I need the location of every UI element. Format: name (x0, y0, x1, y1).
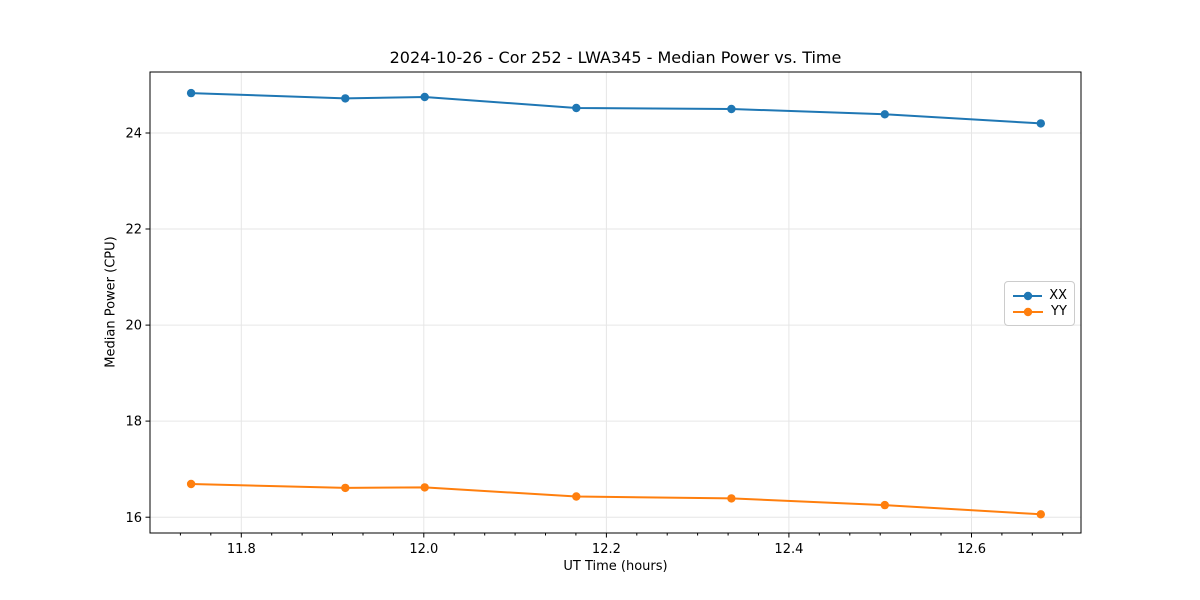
legend-sample-line (1013, 291, 1043, 300)
x-tick-label: 12.2 (592, 542, 621, 557)
x-tick-label: 12.6 (957, 542, 986, 557)
chart-title: 2024-10-26 - Cor 252 - LWA345 - Median P… (389, 48, 842, 67)
legend-item-label: XX (1049, 288, 1067, 303)
y-tick-label: 22 (125, 223, 142, 238)
y-axis-label: Median Power (CPU) (103, 236, 119, 368)
data-point-xx (572, 103, 581, 113)
legend-item-yy: YY (1012, 305, 1067, 318)
data-point-yy (341, 483, 350, 493)
data-point-yy (727, 494, 736, 503)
data-point-yy (880, 500, 889, 510)
y-tick-label: 24 (125, 127, 142, 142)
data-point-xx (880, 110, 889, 119)
legend-item-label: YY (1051, 304, 1067, 319)
series-line-yy (191, 483, 1041, 516)
x-tick-label: 12.0 (409, 542, 438, 557)
legend-sample-line (1013, 307, 1043, 316)
data-point-xx (341, 94, 350, 103)
x-tick-label: 11.8 (227, 542, 256, 557)
data-point-xx (420, 92, 429, 102)
x-tick-label: 12.4 (774, 542, 803, 557)
y-tick-label: 18 (125, 415, 142, 430)
data-point-yy (572, 492, 581, 501)
y-tick-label: 16 (125, 511, 142, 526)
data-point-xx (727, 104, 736, 114)
x-axis-label: UT Time (hours) (563, 559, 668, 574)
series-line-xx (191, 92, 1041, 125)
legend: XX YY (1004, 281, 1075, 326)
legend-item-xx: XX (1012, 289, 1067, 302)
data-point-xx (1036, 119, 1046, 128)
data-point-yy (186, 479, 196, 489)
y-tick-label: 20 (125, 319, 142, 334)
data-point-yy (420, 483, 429, 492)
plot-border (149, 71, 1082, 534)
data-point-xx (186, 88, 196, 98)
data-point-yy (1036, 510, 1046, 519)
